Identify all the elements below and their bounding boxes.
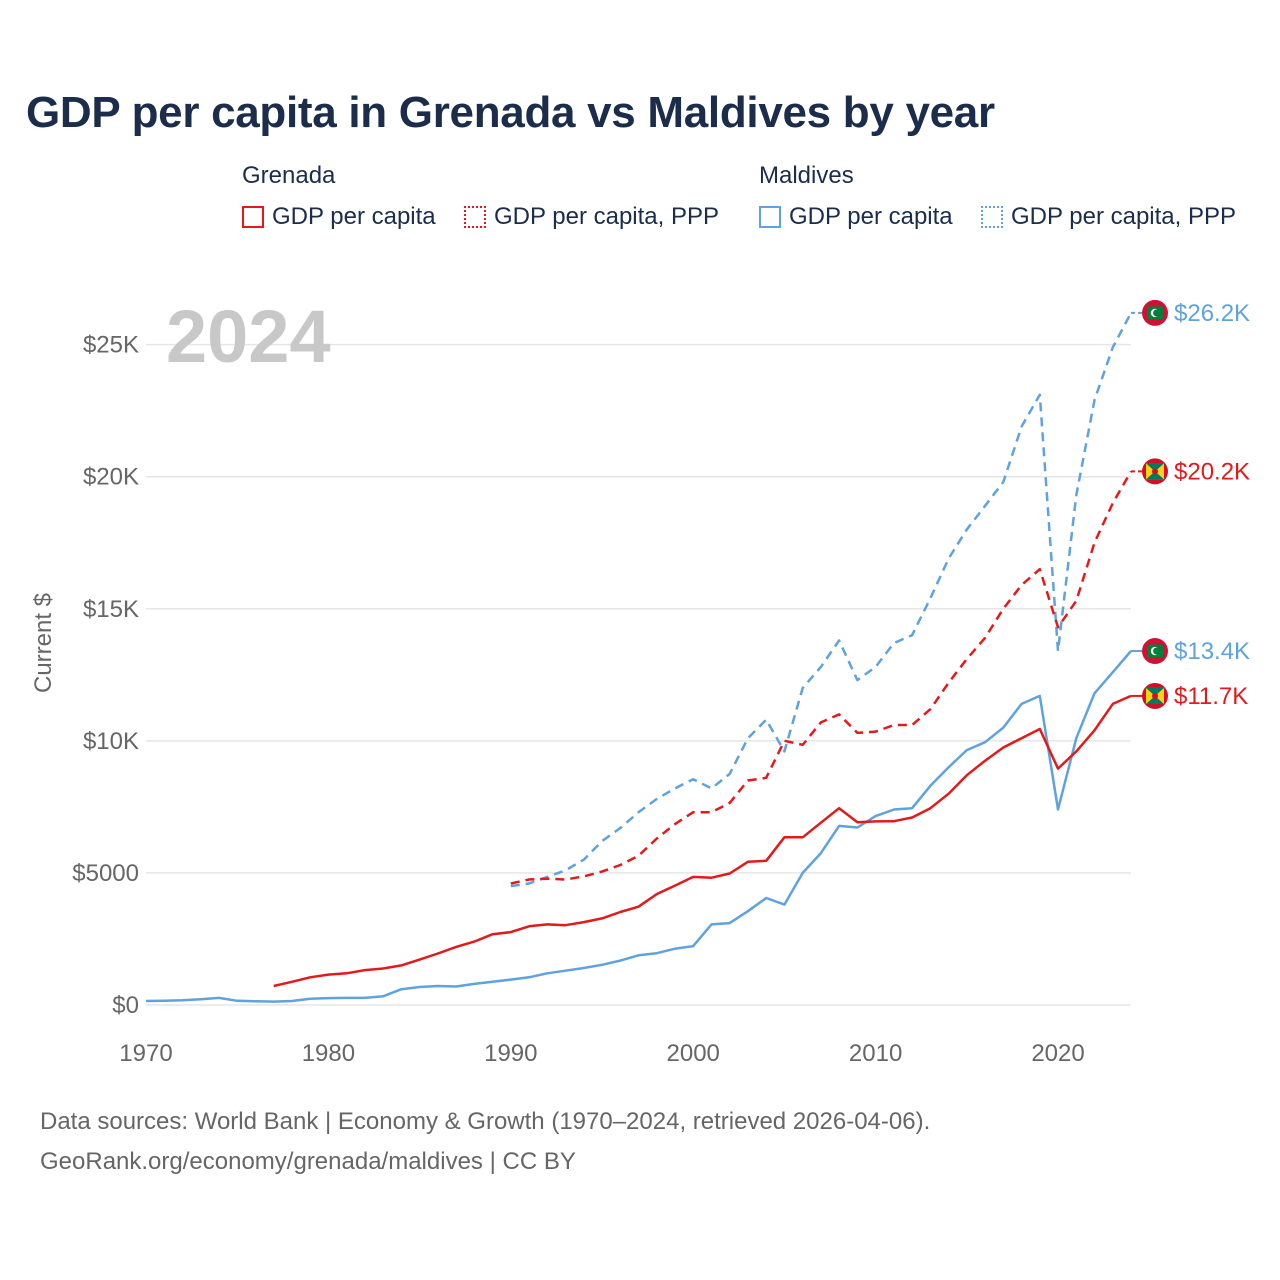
end-labels: $26.2K $20.2K $13.4K $11.7K bbox=[1131, 299, 1250, 710]
legend-label: GDP per capita, PPP bbox=[494, 203, 719, 230]
grenada-flag-icon bbox=[1142, 682, 1168, 709]
y-axis-label: Current $ bbox=[30, 593, 57, 693]
end-value-label: $13.4K bbox=[1174, 638, 1250, 665]
series-line bbox=[510, 312, 1133, 888]
maldives-flag-icon bbox=[1142, 299, 1168, 326]
legend-swatch-maldives-ppp bbox=[981, 206, 1003, 228]
legend-item-maldives-ppp[interactable]: GDP per capita, PPP bbox=[981, 203, 1236, 231]
y-tick-label: $25K bbox=[83, 332, 139, 359]
grid bbox=[146, 343, 1131, 1006]
y-tick-label: $0 bbox=[112, 992, 139, 1019]
legend-item-grenada-ppp[interactable]: GDP per capita, PPP bbox=[464, 203, 719, 231]
end-value-label: $11.7K bbox=[1174, 683, 1248, 710]
y-tick-label: $20K bbox=[83, 464, 139, 491]
series-line bbox=[510, 470, 1133, 885]
x-axis: 1970 1980 1990 2000 2010 2020 bbox=[119, 1040, 1084, 1067]
legend-item-grenada-gdp[interactable]: GDP per capita bbox=[242, 203, 436, 231]
legend-label: GDP per capita bbox=[789, 203, 953, 230]
series-line bbox=[273, 694, 1132, 988]
x-tick-label: 2020 bbox=[1031, 1040, 1084, 1067]
x-tick-label: 1990 bbox=[484, 1040, 537, 1067]
grenada-flag-icon bbox=[1142, 458, 1168, 485]
legend-swatch-maldives-gdp bbox=[759, 206, 781, 228]
legend-label: GDP per capita bbox=[272, 203, 436, 230]
year-watermark: 2024 bbox=[166, 295, 331, 378]
y-tick-label: $15K bbox=[83, 596, 139, 623]
footer-credit: GeoRank.org/economy/grenada/maldives | C… bbox=[40, 1148, 576, 1175]
x-tick-label: 2000 bbox=[667, 1040, 720, 1067]
legend-swatch-grenada-ppp bbox=[464, 206, 486, 228]
chart-title: GDP per capita in Grenada vs Maldives by… bbox=[26, 88, 995, 137]
x-tick-label: 2010 bbox=[849, 1040, 902, 1067]
series-lines bbox=[145, 312, 1133, 1003]
maldives-flag-icon bbox=[1142, 638, 1168, 665]
end-value-label: $20.2K bbox=[1174, 458, 1250, 485]
line-chart: 2024 Current $ $0 $5000 $10K $15K $20K $25K 1… bbox=[30, 295, 1250, 1067]
x-tick-label: 1970 bbox=[119, 1040, 172, 1067]
y-tick-label: $5000 bbox=[72, 860, 139, 887]
legend-group-maldives: Maldives bbox=[759, 162, 854, 189]
x-tick-label: 1980 bbox=[302, 1040, 355, 1067]
y-axis: $0 $5000 $10K $15K $20K $25K bbox=[72, 332, 139, 1019]
end-value-label: $26.2K bbox=[1174, 300, 1250, 327]
series-line bbox=[145, 650, 1132, 1003]
y-tick-label: $10K bbox=[83, 728, 139, 755]
legend-label: GDP per capita, PPP bbox=[1011, 203, 1236, 230]
footer-sources: Data sources: World Bank | Economy & Gro… bbox=[40, 1108, 931, 1135]
legend-group-grenada: Grenada bbox=[242, 162, 336, 189]
legend-item-maldives-gdp[interactable]: GDP per capita bbox=[759, 203, 953, 231]
legend-swatch-grenada-gdp bbox=[242, 206, 264, 228]
